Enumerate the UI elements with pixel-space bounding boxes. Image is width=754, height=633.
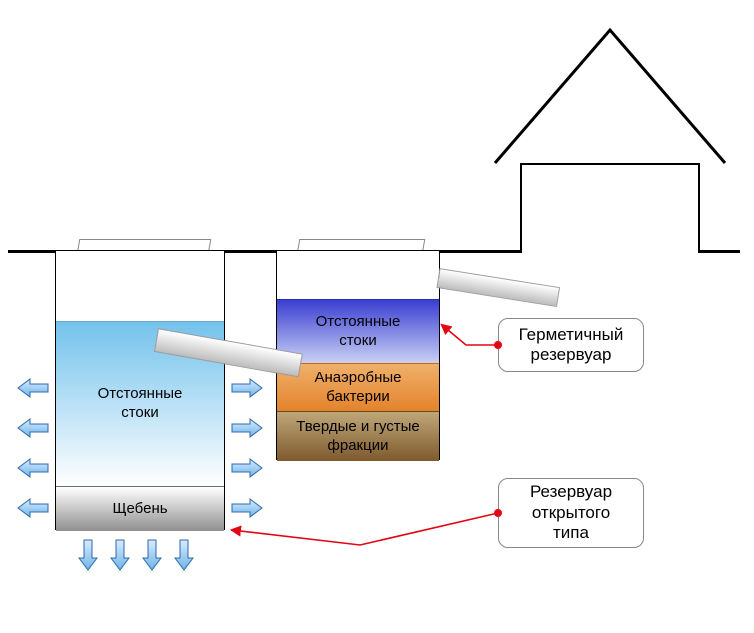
callout-open: Резервуар открытого типа — [498, 478, 644, 548]
sealed-tank-layer-bacteria-label: Анаэробные бактерии — [315, 369, 402, 407]
open-tank-layer-air — [56, 251, 224, 321]
sealed-tank-layer-air — [277, 251, 439, 299]
sealed-tank-layer-solids-label: Твердые и густые фракции — [296, 418, 420, 456]
open-tank-layer-settled-label: Отстоянные стоки — [98, 385, 183, 423]
callout-open-label: Резервуар открытого типа — [530, 482, 612, 543]
sealed-tank-layer-solids: Твердые и густые фракции — [277, 411, 439, 461]
open-tank-layer-gravel: Щебень — [56, 486, 224, 531]
sealed-tank-layer-bacteria: Анаэробные бактерии — [277, 363, 439, 411]
sealed-tank-layer-settled-label: Отстоянные стоки — [316, 313, 401, 351]
callout-sealed: Герметичный резервуар — [498, 318, 644, 372]
callout-sealed-label: Герметичный резервуар — [519, 325, 624, 366]
open-tank: Отстоянные стоки Щебень — [55, 250, 225, 530]
open-tank-layer-gravel-label: Щебень — [112, 500, 167, 519]
